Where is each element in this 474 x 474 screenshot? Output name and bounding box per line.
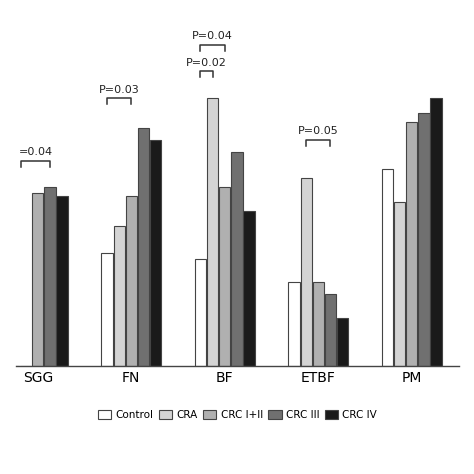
Bar: [207, 98, 218, 365]
Bar: [288, 283, 300, 365]
Bar: [113, 226, 125, 365]
Bar: [45, 187, 55, 365]
Bar: [325, 294, 336, 365]
Bar: [101, 253, 112, 365]
Text: =0.04: =0.04: [18, 147, 53, 157]
Bar: [244, 211, 255, 365]
Bar: [138, 128, 149, 365]
Bar: [382, 170, 393, 365]
Bar: [150, 140, 161, 365]
Bar: [219, 187, 230, 365]
Bar: [32, 193, 43, 365]
Bar: [231, 152, 243, 365]
Bar: [56, 196, 68, 365]
Text: P=0.03: P=0.03: [99, 85, 139, 95]
Text: P=0.05: P=0.05: [298, 126, 338, 136]
Bar: [126, 196, 137, 365]
Bar: [394, 202, 405, 365]
Bar: [430, 98, 442, 365]
Text: P=0.02: P=0.02: [186, 58, 227, 68]
Bar: [419, 113, 429, 365]
Legend: Control, CRA, CRC I+II, CRC III, CRC IV: Control, CRA, CRC I+II, CRC III, CRC IV: [93, 406, 381, 424]
Bar: [195, 259, 206, 365]
Bar: [301, 178, 312, 365]
Text: P=0.04: P=0.04: [192, 31, 233, 41]
Bar: [313, 283, 324, 365]
Bar: [406, 122, 418, 365]
Bar: [337, 318, 348, 365]
